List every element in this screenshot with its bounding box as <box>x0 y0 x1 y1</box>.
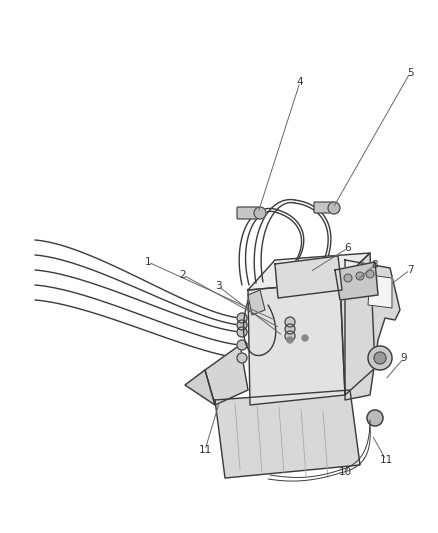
Circle shape <box>285 324 295 334</box>
Circle shape <box>368 346 392 370</box>
Text: 1: 1 <box>145 257 151 267</box>
Polygon shape <box>185 370 215 405</box>
Text: 2: 2 <box>180 270 186 280</box>
Circle shape <box>237 320 247 330</box>
Text: 9: 9 <box>401 353 407 363</box>
Circle shape <box>237 340 247 350</box>
Circle shape <box>328 202 340 214</box>
Text: 4: 4 <box>297 77 303 87</box>
Text: 5: 5 <box>407 68 413 78</box>
Text: 11: 11 <box>379 455 392 465</box>
Text: 3: 3 <box>215 281 221 291</box>
Circle shape <box>237 313 247 323</box>
Polygon shape <box>248 282 345 405</box>
FancyBboxPatch shape <box>237 207 259 219</box>
Circle shape <box>254 207 266 219</box>
Text: 11: 11 <box>198 445 212 455</box>
Text: 10: 10 <box>339 467 352 477</box>
Polygon shape <box>335 262 378 300</box>
Circle shape <box>237 327 247 337</box>
Circle shape <box>367 410 383 426</box>
Text: 8: 8 <box>372 260 378 270</box>
Polygon shape <box>215 390 360 478</box>
Circle shape <box>356 272 364 280</box>
Circle shape <box>302 335 308 341</box>
Polygon shape <box>248 253 370 290</box>
Circle shape <box>285 331 295 341</box>
Text: 7: 7 <box>407 265 413 275</box>
Circle shape <box>285 317 295 327</box>
Polygon shape <box>275 256 342 298</box>
Polygon shape <box>345 260 400 400</box>
Polygon shape <box>248 290 265 315</box>
Circle shape <box>374 352 386 364</box>
Polygon shape <box>205 345 248 405</box>
Circle shape <box>366 270 374 278</box>
Polygon shape <box>368 275 392 308</box>
Text: 6: 6 <box>345 243 351 253</box>
Circle shape <box>344 274 352 282</box>
Polygon shape <box>340 253 375 395</box>
FancyBboxPatch shape <box>314 202 334 213</box>
Circle shape <box>287 337 293 343</box>
Circle shape <box>237 353 247 363</box>
